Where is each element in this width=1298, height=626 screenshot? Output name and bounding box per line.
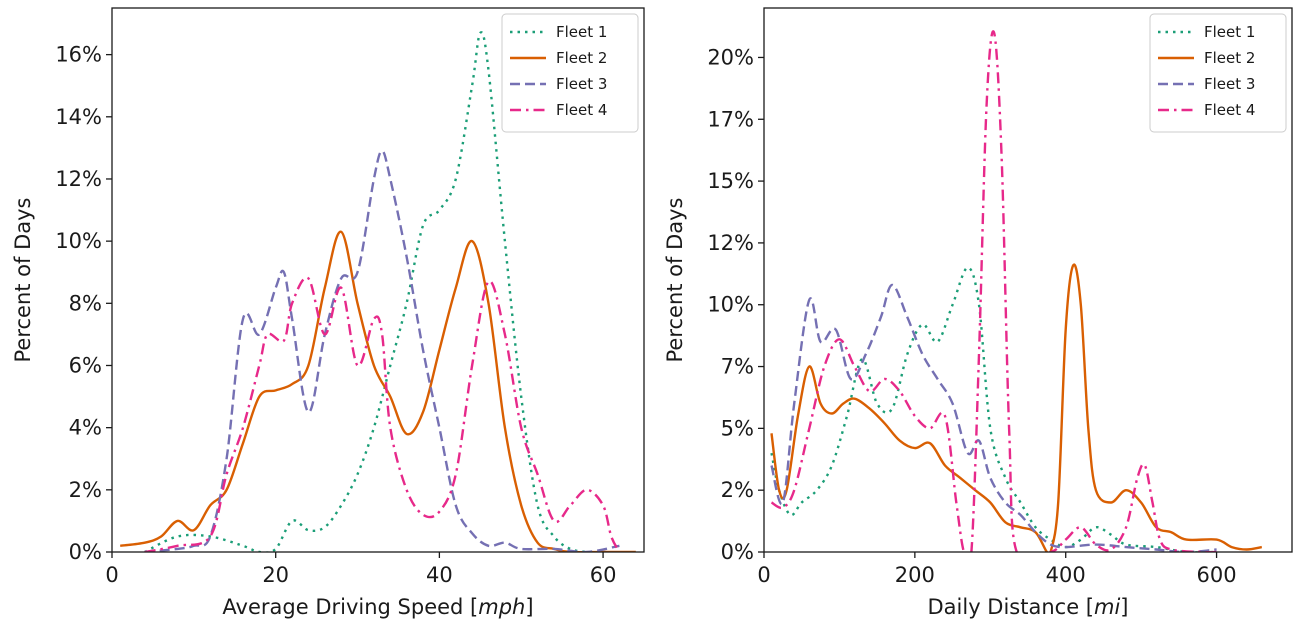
y-tick-label: 12% (55, 167, 102, 191)
legend-label-fleet-4: Fleet 4 (556, 101, 607, 119)
y-tick-label: 7% (721, 355, 754, 379)
legend-label-fleet-1: Fleet 1 (1204, 23, 1255, 41)
x-axis-label-suffix: ] (525, 595, 533, 619)
x-axis-label-text: Average Driving Speed [ (222, 595, 478, 619)
y-tick-label: 12% (707, 231, 754, 255)
legend-label-fleet-2: Fleet 2 (556, 49, 607, 67)
x-axis-label: Daily Distance [mi] (927, 595, 1128, 619)
series-line-fleet-3 (144, 149, 620, 552)
y-tick-label: 20% (707, 45, 754, 69)
x-tick-label: 400 (1046, 563, 1086, 587)
x-tick-label: 40 (426, 563, 453, 587)
distance-chart-panel: 0 200 400 600 0% 2% 5% 7% 10% 12% 15% 17% 20% Daily D… (663, 7, 1293, 619)
legend-label-fleet-1: Fleet 1 (556, 23, 607, 41)
x-axis-label-unit: mi (1094, 595, 1120, 619)
x-tick-label: 200 (895, 563, 935, 587)
y-tick-label: 10% (55, 229, 102, 253)
y-tick-label: 2% (721, 478, 754, 502)
y-tick-label: 10% (707, 293, 754, 317)
x-axis-label-text: Daily Distance [ (927, 595, 1094, 619)
y-tick-label: 14% (55, 105, 102, 129)
y-tick-label: 8% (69, 291, 102, 315)
y-tick-label: 15% (707, 169, 754, 193)
y-tick-label: 17% (707, 107, 754, 131)
legend-label-fleet-4: Fleet 4 (1204, 101, 1255, 119)
x-tick-label: 600 (1197, 563, 1237, 587)
plot-frame (111, 7, 645, 553)
legend-box (501, 13, 639, 133)
speed-chart-panel: 0 20 40 60 0% 2% 4% 6% 8% 10% 12% 14% 16% Average Dri… (11, 7, 645, 619)
x-tick-label: 20 (262, 563, 289, 587)
series-line-fleet-3 (770, 283, 1217, 552)
legend-label-fleet-2: Fleet 2 (1204, 49, 1255, 67)
y-axis-label: Percent of Days (663, 197, 687, 362)
x-tick-label: 0 (105, 563, 118, 587)
y-axis-label: Percent of Days (11, 197, 35, 362)
plot-frame (763, 7, 1293, 553)
legend-label-fleet-3: Fleet 3 (556, 75, 607, 93)
y-tick-label: 0% (721, 540, 754, 564)
x-tick-label: 60 (590, 563, 617, 587)
x-axis-label-suffix: ] (1120, 595, 1128, 619)
plot-area (120, 31, 636, 552)
series-line-fleet-2 (120, 230, 636, 552)
legend-label-fleet-3: Fleet 3 (1204, 75, 1255, 93)
y-tick-label: 0% (69, 540, 102, 564)
series-line-fleet-2 (770, 263, 1263, 552)
legend: Fleet 1 Fleet 2 Fleet 3 Fleet 4 (1149, 13, 1287, 133)
series-line-fleet-4 (144, 276, 621, 552)
x-tick-label: 0 (757, 563, 770, 587)
plot-area (770, 30, 1263, 552)
legend-box (1149, 13, 1287, 133)
x-axis-label-unit: mph (478, 595, 525, 619)
y-tick-label: 2% (69, 478, 102, 502)
x-axis-label: Average Driving Speed [mph] (222, 595, 533, 619)
y-tick-label: 6% (69, 353, 102, 377)
y-tick-label: 16% (55, 43, 102, 67)
y-tick-label: 5% (721, 416, 754, 440)
y-tick-label: 4% (69, 416, 102, 440)
legend: Fleet 1 Fleet 2 Fleet 3 Fleet 4 (501, 13, 639, 133)
series-line-fleet-4 (770, 30, 1217, 552)
